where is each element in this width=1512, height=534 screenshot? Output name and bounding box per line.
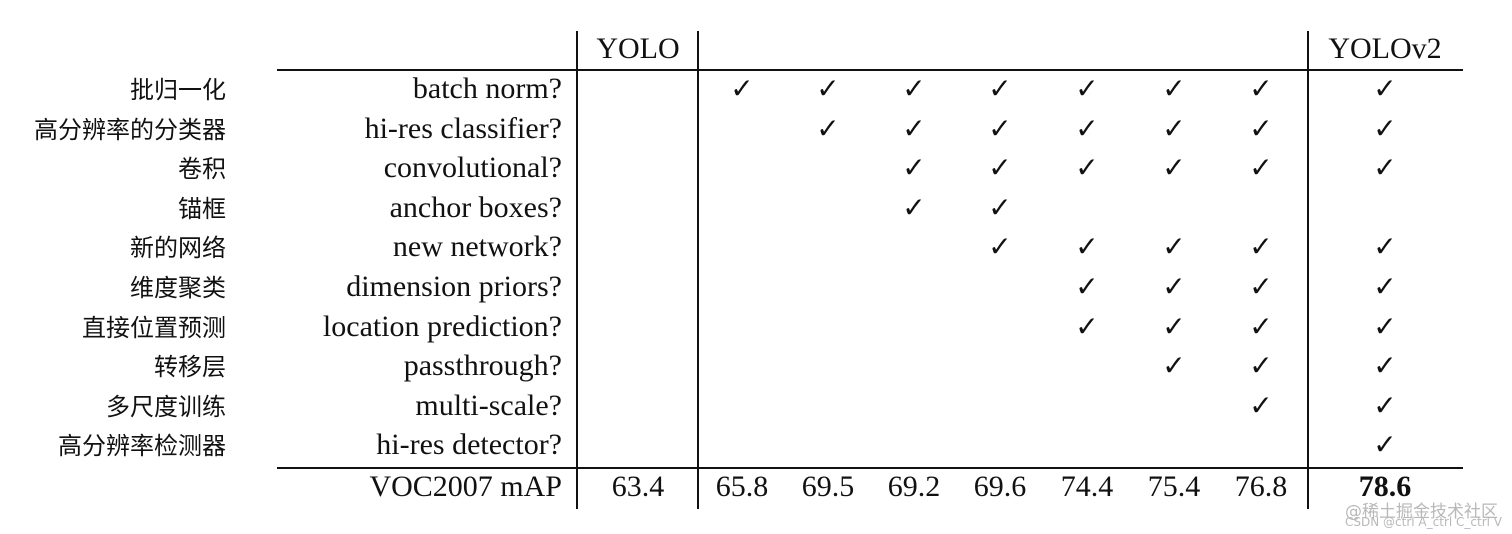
- check-icon: ✓: [1075, 72, 1099, 105]
- check-icon: ✓: [1075, 270, 1099, 303]
- check-icon: ✓: [1075, 230, 1099, 264]
- watermark-line2: CSDN @ctrl A_ctrl C_ctrl V: [1345, 515, 1502, 529]
- check-icon: ✓: [1373, 111, 1397, 145]
- metric-value: 76.8: [1234, 470, 1288, 503]
- row-chinese-label: 卷积: [178, 155, 226, 184]
- check-icon: ✓: [1373, 349, 1397, 383]
- row-chinese-label: 高分辨率的分类器: [34, 115, 226, 144]
- metric-rule: [277, 467, 1463, 469]
- metric-value-best: 78.6: [1358, 470, 1412, 503]
- check-icon: ✓: [902, 72, 926, 105]
- check-icon: ✓: [816, 111, 840, 145]
- header-rule: [277, 69, 1463, 71]
- check-icon: ✓: [1075, 309, 1099, 343]
- watermark-line1: @稀土掘金技术社区: [1345, 502, 1498, 522]
- row-feature-label: location prediction?: [322, 309, 562, 343]
- check-icon: ✓: [1162, 72, 1186, 105]
- column-divider-2: [697, 31, 699, 509]
- row-chinese-label: 批归一化: [130, 76, 226, 104]
- row-feature-label: new network?: [392, 230, 562, 264]
- check-icon: ✓: [988, 72, 1012, 105]
- check-icon: ✓: [816, 72, 840, 105]
- metric-value: 69.5: [801, 470, 855, 503]
- metric-value: 74.4: [1060, 470, 1114, 503]
- check-icon: ✓: [1373, 151, 1397, 185]
- row-feature-label: hi-res detector?: [376, 428, 562, 462]
- column-divider-3: [1307, 31, 1309, 509]
- check-icon: ✓: [1249, 151, 1273, 185]
- check-icon: ✓: [1249, 349, 1273, 383]
- check-icon: ✓: [902, 111, 926, 145]
- check-icon: ✓: [1249, 388, 1273, 422]
- row-chinese-label: 新的网络: [130, 234, 226, 263]
- check-icon: ✓: [1075, 111, 1099, 145]
- check-icon: ✓: [1373, 388, 1397, 422]
- row-feature-label: hi-res classifier?: [364, 111, 562, 145]
- row-feature-label: dimension priors?: [346, 270, 562, 303]
- check-icon: ✓: [1373, 270, 1397, 303]
- check-icon: ✓: [730, 72, 754, 105]
- header-yolov2: YOLOv2: [1328, 32, 1442, 65]
- check-icon: ✓: [988, 230, 1012, 264]
- check-icon: ✓: [1373, 72, 1397, 105]
- row-chinese-label: 锚框: [178, 194, 226, 223]
- check-icon: ✓: [902, 151, 926, 185]
- check-icon: ✓: [1162, 309, 1186, 343]
- row-feature-label: multi-scale?: [415, 388, 562, 422]
- check-icon: ✓: [1162, 230, 1186, 264]
- check-icon: ✓: [1162, 111, 1186, 145]
- check-icon: ✓: [1249, 270, 1273, 303]
- check-icon: ✓: [1373, 428, 1397, 462]
- check-icon: ✓: [1249, 230, 1273, 264]
- row-chinese-label: 多尺度训练: [106, 392, 226, 421]
- metric-value: 63.4: [611, 470, 665, 503]
- metric-value: 69.6: [973, 470, 1027, 503]
- check-icon: ✓: [1249, 111, 1273, 145]
- row-chinese-label: 维度聚类: [130, 274, 226, 302]
- check-icon: ✓: [1373, 230, 1397, 264]
- check-icon: ✓: [1249, 309, 1273, 343]
- row-feature-label: passthrough?: [403, 349, 562, 383]
- row-feature-label: batch norm?: [412, 72, 562, 105]
- check-icon: ✓: [1162, 270, 1186, 303]
- check-icon: ✓: [1162, 349, 1186, 383]
- check-icon: ✓: [1373, 309, 1397, 343]
- metric-value: 65.8: [715, 470, 769, 503]
- check-icon: ✓: [1075, 151, 1099, 185]
- check-icon: ✓: [988, 151, 1012, 185]
- row-feature-label: anchor boxes?: [389, 190, 562, 224]
- check-icon: ✓: [1249, 72, 1273, 105]
- row-chinese-label: 高分辨率检测器: [58, 432, 226, 461]
- metric-value: 75.4: [1147, 470, 1201, 503]
- row-feature-label: convolutional?: [383, 151, 562, 185]
- row-chinese-label: 转移层: [154, 353, 226, 382]
- check-icon: ✓: [902, 190, 926, 224]
- metric-label: VOC2007 mAP: [369, 470, 562, 503]
- metric-value: 69.2: [887, 470, 941, 503]
- column-divider-1: [576, 31, 578, 509]
- check-icon: ✓: [988, 111, 1012, 145]
- row-chinese-label: 直接位置预测: [82, 313, 226, 342]
- check-icon: ✓: [988, 190, 1012, 224]
- check-icon: ✓: [1162, 151, 1186, 185]
- header-yolo: YOLO: [596, 32, 680, 65]
